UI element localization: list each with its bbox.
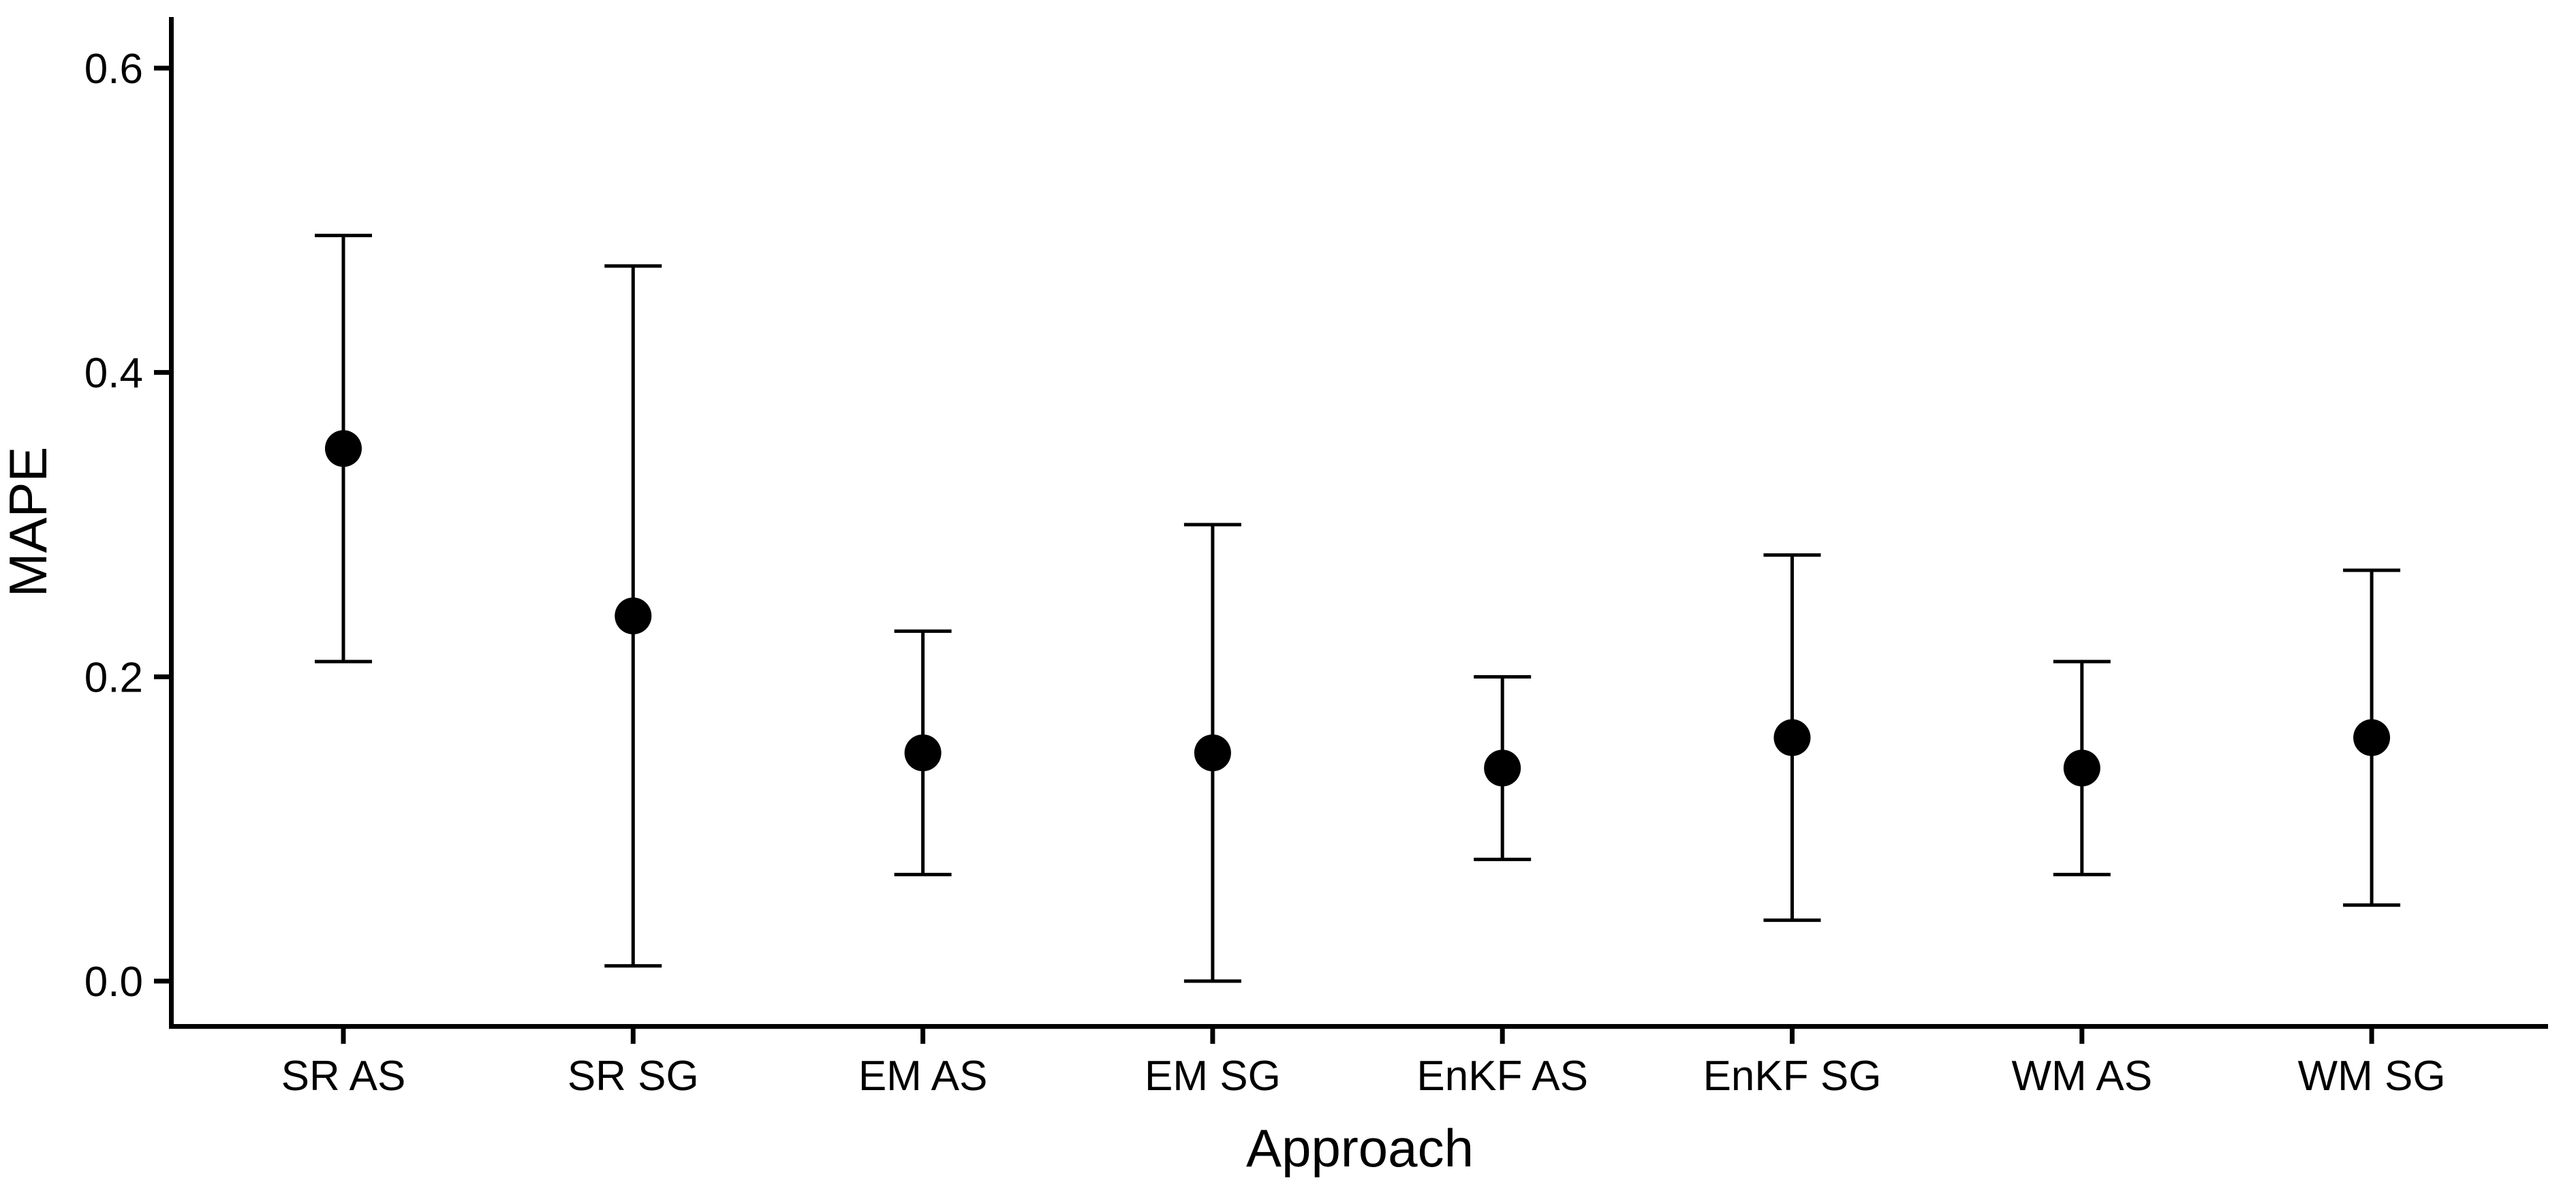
x-tick-label: EM AS bbox=[858, 1053, 988, 1100]
series-layer bbox=[315, 234, 2401, 983]
errorbar-group bbox=[2343, 568, 2401, 907]
data-point bbox=[2353, 719, 2391, 756]
data-point bbox=[1773, 719, 1811, 756]
x-tick-label: EnKF SG bbox=[1703, 1053, 1882, 1100]
data-point bbox=[904, 734, 942, 771]
x-tick-label: WM SG bbox=[2298, 1053, 2446, 1100]
y-tick-label: 0.6 bbox=[84, 46, 143, 93]
errorbar-group bbox=[1183, 523, 1241, 983]
data-point bbox=[615, 598, 652, 634]
data-point bbox=[1194, 734, 1231, 771]
y-tick-label: 0.0 bbox=[84, 959, 143, 1006]
errorbar-group bbox=[604, 264, 662, 968]
data-point bbox=[1484, 749, 1521, 787]
errorbar-group bbox=[894, 629, 952, 877]
y-tick-label: 0.4 bbox=[84, 350, 143, 397]
y-ticks-layer: 0.0 0.2 0.4 0.6 bbox=[84, 46, 169, 1006]
x-tick-label: SR SG bbox=[568, 1053, 699, 1100]
x-axis-title: Approach bbox=[1246, 1118, 1474, 1178]
data-point bbox=[2063, 749, 2100, 787]
x-ticks-layer: SR AS SR SG EM AS EM SG EnKF AS EnKF SG WM AS W… bbox=[281, 1029, 2446, 1100]
x-tick-label: EM SG bbox=[1145, 1053, 1281, 1100]
axes bbox=[169, 17, 2548, 1029]
x-tick-label: SR AS bbox=[281, 1053, 406, 1100]
data-point bbox=[325, 430, 362, 467]
y-tick-label: 0.2 bbox=[84, 654, 143, 701]
errorbar-group bbox=[2053, 660, 2111, 877]
x-tick-label: EnKF AS bbox=[1416, 1053, 1588, 1100]
y-axis-title: MAPE bbox=[0, 446, 58, 597]
x-tick-label: WM AS bbox=[2011, 1053, 2152, 1100]
errorbar-group bbox=[1474, 675, 1532, 861]
errorbar-group bbox=[315, 234, 372, 664]
errorbar-group bbox=[1763, 553, 1821, 923]
